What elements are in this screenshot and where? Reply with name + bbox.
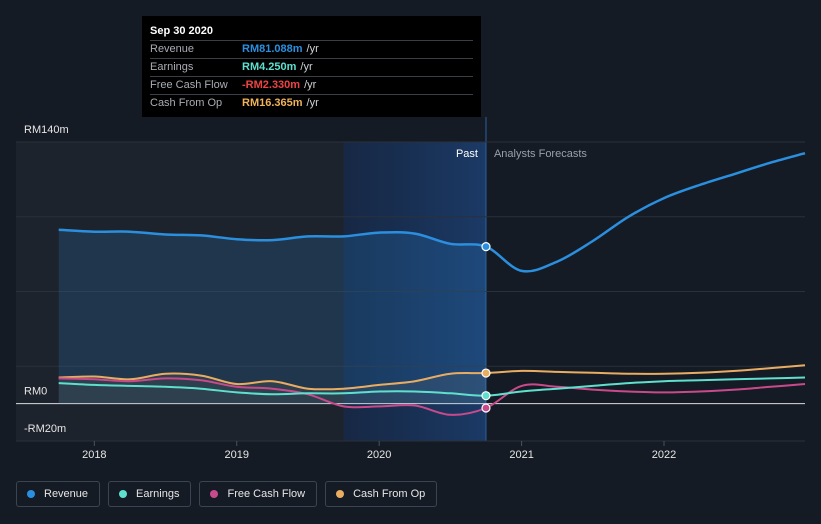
x-tick-label: 2018 — [82, 449, 106, 461]
free-cash-flow-dot-icon — [210, 490, 219, 498]
series-markers — [481, 242, 491, 413]
cash-from-op-marker — [481, 368, 491, 378]
legend-earnings-button[interactable]: Earnings — [108, 481, 192, 507]
tooltip-value: RM4.250m — [242, 61, 297, 73]
chart-legend: Revenue Earnings Free Cash Flow Cash Fro… — [16, 481, 438, 507]
series-lines — [58, 151, 806, 416]
earnings-marker — [481, 391, 491, 401]
tooltip-unit: /yr — [306, 43, 319, 55]
tooltip-unit: /yr — [306, 97, 319, 109]
y-tick-label: RM0 — [24, 386, 47, 398]
revenue-marker — [481, 242, 491, 252]
legend-revenue-button[interactable]: Revenue — [16, 481, 101, 507]
tooltip-label: Cash From Op — [150, 97, 223, 109]
x-tick-label: 2020 — [367, 449, 391, 461]
legend-label: Revenue — [44, 488, 89, 500]
cash-from-op-dot-icon — [336, 490, 345, 498]
tooltip-value: -RM2.330m — [242, 79, 301, 91]
x-tick-label: 2021 — [509, 449, 533, 461]
revenue-area-fill — [58, 229, 486, 404]
x-tick-label: 2022 — [652, 449, 676, 461]
tooltip-label: Free Cash Flow — [150, 79, 228, 91]
tooltip-unit: /yr — [300, 61, 313, 73]
earnings-dot-icon — [119, 490, 128, 498]
gridlines — [16, 141, 805, 446]
cash-from-op-line — [58, 364, 806, 391]
legend-label: Cash From Op — [353, 488, 426, 500]
legend-free-cash-flow-button[interactable]: Free Cash Flow — [199, 481, 318, 507]
free-cash-flow-line — [58, 377, 806, 416]
data-tooltip: Sep 30 2020 Revenue RM81.088m /yr Earnin… — [142, 16, 481, 117]
legend-label: Earnings — [136, 488, 180, 500]
forecast-label: Analysts Forecasts — [494, 148, 587, 160]
x-tick-label: 2019 — [225, 449, 249, 461]
tooltip-row-revenue: Revenue RM81.088m /yr — [150, 40, 473, 58]
past-label: Past — [456, 148, 478, 160]
legend-label: Free Cash Flow — [227, 488, 306, 500]
tooltip-value: RM81.088m — [242, 43, 303, 55]
revenue-area — [58, 229, 486, 404]
legend-cash-from-op-button[interactable]: Cash From Op — [325, 481, 438, 507]
axis-labels: RM140m RM0 -RM20m 2018 2019 2020 2021 2022 Past A… — [24, 124, 676, 461]
revenue-line — [58, 151, 806, 273]
tooltip-date: Sep 30 2020 — [150, 25, 213, 37]
free-cash-flow-marker — [481, 403, 491, 413]
y-tick-label: RM140m — [24, 124, 69, 136]
earnings-line — [58, 376, 806, 397]
tooltip-row-cash-from-op: Cash From Op RM16.365m /yr — [150, 94, 473, 112]
revenue-dot-icon — [27, 490, 35, 498]
tooltip-label: Revenue — [150, 43, 195, 55]
tooltip-unit: /yr — [304, 79, 317, 91]
tooltip-row-free-cash-flow: Free Cash Flow -RM2.330m /yr — [150, 76, 473, 94]
tooltip-value: RM16.365m — [242, 97, 303, 109]
y-tick-label: -RM20m — [24, 423, 66, 435]
tooltip-label: Earnings — [150, 61, 194, 73]
tooltip-row-earnings: Earnings RM4.250m /yr — [150, 58, 473, 76]
